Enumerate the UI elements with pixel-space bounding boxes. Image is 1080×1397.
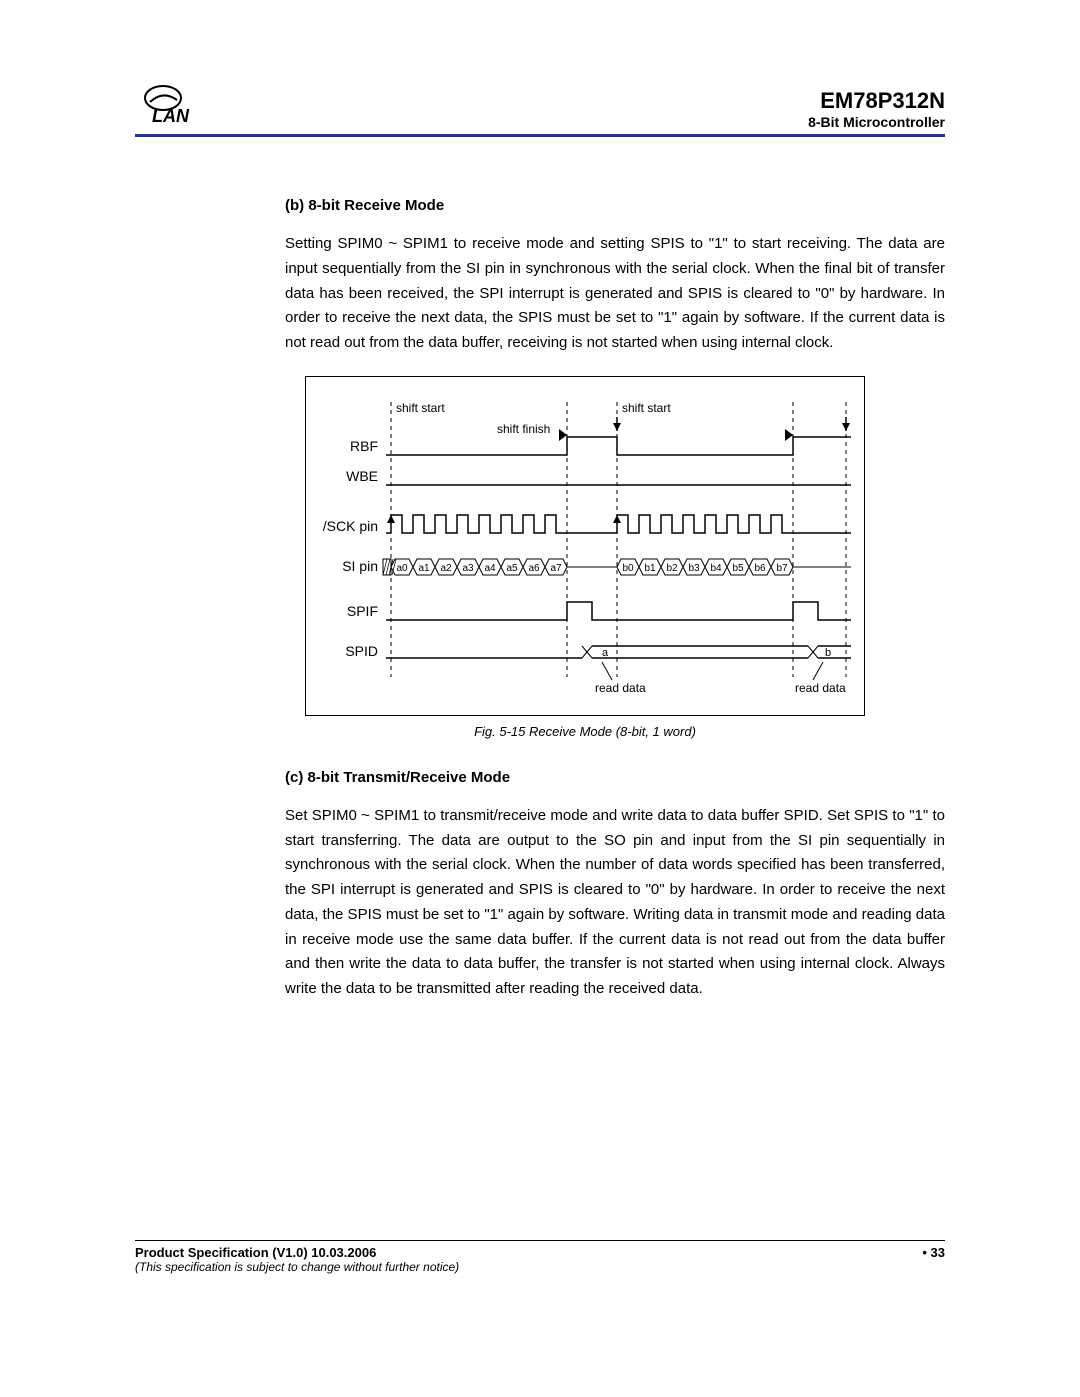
footer-spec: Product Specification (V1.0) 10.03.2006 — [135, 1245, 376, 1260]
svg-text:b3: b3 — [688, 563, 700, 574]
svg-text:/SCK pin: /SCK pin — [323, 518, 378, 534]
svg-text:SPID: SPID — [345, 643, 378, 659]
svg-text:a5: a5 — [506, 563, 518, 574]
svg-text:b0: b0 — [622, 563, 634, 574]
footer-note: (This specification is subject to change… — [135, 1260, 945, 1274]
svg-text:read data: read data — [595, 681, 646, 695]
main-content: (b) 8-bit Receive Mode Setting SPIM0 ~ S… — [285, 197, 945, 1002]
section-c-title: (c) 8-bit Transmit/Receive Mode — [285, 769, 945, 786]
svg-text:a6: a6 — [528, 563, 540, 574]
svg-text:RBF: RBF — [350, 438, 378, 454]
svg-text:a4: a4 — [484, 563, 496, 574]
svg-text:b7: b7 — [776, 563, 788, 574]
svg-text:SPIF: SPIF — [347, 603, 378, 619]
elan-logo: LAN — [135, 80, 225, 130]
svg-text:shift start: shift start — [622, 401, 671, 415]
svg-text:b: b — [825, 647, 831, 659]
svg-text:b2: b2 — [666, 563, 678, 574]
footer-page: • 33 — [922, 1245, 945, 1260]
svg-text:a2: a2 — [440, 563, 452, 574]
svg-text:WBE: WBE — [346, 468, 378, 484]
svg-text:read data: read data — [795, 681, 846, 695]
section-b-title: (b) 8-bit Receive Mode — [285, 197, 945, 214]
svg-text:a3: a3 — [462, 563, 474, 574]
product-code: EM78P312N — [808, 88, 945, 114]
svg-text:a7: a7 — [550, 563, 562, 574]
svg-text:shift finish: shift finish — [497, 422, 550, 436]
svg-text:b5: b5 — [732, 563, 744, 574]
product-subtitle: 8-Bit Microcontroller — [808, 114, 945, 130]
svg-text:LAN: LAN — [152, 106, 190, 126]
timing-diagram: shift start shift start RBF WBE/SCK pin SI p… — [305, 376, 865, 716]
figure-caption: Fig. 5-15 Receive Mode (8-bit, 1 word) — [305, 724, 865, 739]
page-footer: Product Specification (V1.0) 10.03.2006 … — [135, 1240, 945, 1274]
svg-text:shift start: shift start — [396, 401, 445, 415]
svg-text:SI pin: SI pin — [342, 558, 378, 574]
svg-text:b4: b4 — [710, 563, 722, 574]
section-b-text: Setting SPIM0 ~ SPIM1 to receive mode an… — [285, 232, 945, 356]
svg-text:b1: b1 — [644, 563, 656, 574]
svg-text:a1: a1 — [418, 563, 430, 574]
section-c-text: Set SPIM0 ~ SPIM1 to transmit/receive mo… — [285, 804, 945, 1002]
page-header: LAN EM78P312N 8-Bit Microcontroller — [135, 80, 945, 137]
svg-text:a: a — [602, 647, 609, 659]
svg-text:b6: b6 — [754, 563, 766, 574]
svg-text:a0: a0 — [396, 563, 408, 574]
